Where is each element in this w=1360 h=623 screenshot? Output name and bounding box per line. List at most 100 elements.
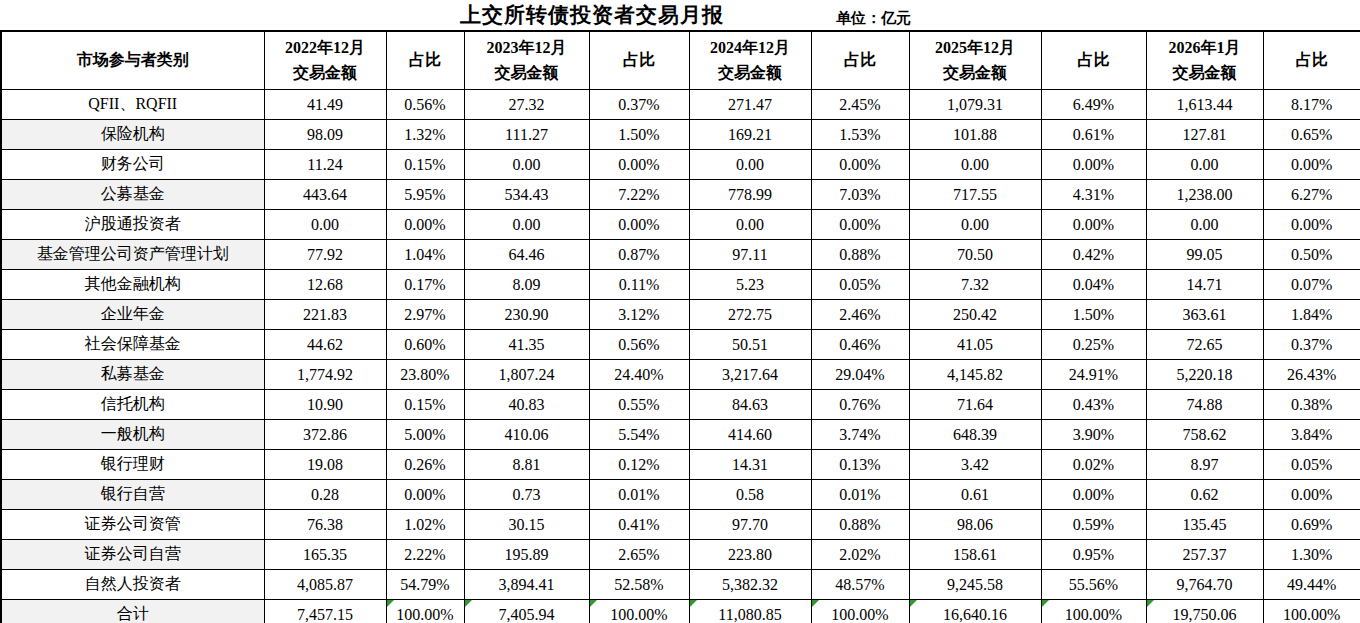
row-label: 公募基金: [1, 180, 264, 210]
table-row: 财务公司11.240.15%0.000.00%0.000.00%0.000.00…: [1, 150, 1360, 180]
ratio-cell: 8.17%: [1263, 90, 1360, 120]
report-title: 上交所转债投资者交易月报: [0, 1, 1184, 29]
amount-cell: 363.61: [1146, 300, 1263, 330]
amount-cell: 0.00: [689, 210, 811, 240]
ratio-cell: 1.30%: [1263, 540, 1360, 570]
amount-cell: 443.64: [264, 180, 386, 210]
amount-cell: 0.28: [264, 480, 386, 510]
ratio-cell: 5.95%: [386, 180, 464, 210]
amount-cell: 98.06: [909, 510, 1041, 540]
amount-cell: 230.90: [464, 300, 589, 330]
row-label: 证券公司自营: [1, 540, 264, 570]
ratio-cell: 0.26%: [386, 450, 464, 480]
amount-cell: 101.88: [909, 120, 1041, 150]
ratio-cell: 0.43%: [1041, 390, 1146, 420]
ratio-cell: 3.90%: [1041, 420, 1146, 450]
amount-cell: 14.71: [1146, 270, 1263, 300]
amount-cell: 4,145.82: [909, 360, 1041, 390]
amount-cell: 648.39: [909, 420, 1041, 450]
ratio-cell: 100.00%: [1041, 600, 1146, 623]
ratio-cell: 0.50%: [1263, 240, 1360, 270]
amount-cell: 1,613.44: [1146, 90, 1263, 120]
ratio-cell: 6.27%: [1263, 180, 1360, 210]
excel-corner-flag-icon: [690, 600, 697, 607]
ratio-cell: 0.25%: [1041, 330, 1146, 360]
amount-cell: 98.09: [264, 120, 386, 150]
ratio-cell: 100.00%: [811, 600, 909, 623]
row-label: 一般机构: [1, 420, 264, 450]
row-label: 企业年金: [1, 300, 264, 330]
amount-cell: 27.32: [464, 90, 589, 120]
amount-cell: 16,640.16: [909, 600, 1041, 623]
excel-corner-flag-icon: [812, 600, 819, 607]
ratio-cell: 0.88%: [811, 510, 909, 540]
ratio-cell: 0.37%: [1263, 330, 1360, 360]
header-amount-4: 2026年1月交易金额: [1146, 31, 1263, 90]
ratio-cell: 1.84%: [1263, 300, 1360, 330]
ratio-cell: 0.41%: [589, 510, 689, 540]
ratio-cell: 0.59%: [1041, 510, 1146, 540]
amount-cell: 195.89: [464, 540, 589, 570]
amount-cell: 158.61: [909, 540, 1041, 570]
table-row: 银行理财19.080.26%8.810.12%14.310.13%3.420.0…: [1, 450, 1360, 480]
ratio-cell: 3.74%: [811, 420, 909, 450]
row-label: 自然人投资者: [1, 570, 264, 600]
amount-cell: 127.81: [1146, 120, 1263, 150]
ratio-cell: 0.15%: [386, 150, 464, 180]
amount-cell: 10.90: [264, 390, 386, 420]
table-row: 合计7,457.15100.00%7,405.94100.00%11,080.8…: [1, 600, 1360, 623]
amount-cell: 717.55: [909, 180, 1041, 210]
ratio-cell: 6.49%: [1041, 90, 1146, 120]
amount-cell: 50.51: [689, 330, 811, 360]
header-ratio-3: 占比: [1041, 31, 1146, 90]
ratio-cell: 5.00%: [386, 420, 464, 450]
ratio-cell: 0.69%: [1263, 510, 1360, 540]
table-row: 保险机构98.091.32%111.271.50%169.211.53%101.…: [1, 120, 1360, 150]
table-row: 证券公司资管76.381.02%30.150.41%97.700.88%98.0…: [1, 510, 1360, 540]
amount-cell: 8.09: [464, 270, 589, 300]
amount-cell: 11,080.85: [689, 600, 811, 623]
ratio-cell: 100.00%: [1263, 600, 1360, 623]
table-row: 社会保障基金44.620.60%41.350.56%50.510.46%41.0…: [1, 330, 1360, 360]
amount-cell: 14.31: [689, 450, 811, 480]
amount-cell: 0.58: [689, 480, 811, 510]
ratio-cell: 24.91%: [1041, 360, 1146, 390]
ratio-cell: 0.56%: [386, 90, 464, 120]
ratio-cell: 0.11%: [589, 270, 689, 300]
amount-cell: 44.62: [264, 330, 386, 360]
ratio-cell: 0.04%: [1041, 270, 1146, 300]
ratio-cell: 0.38%: [1263, 390, 1360, 420]
amount-cell: 7.32: [909, 270, 1041, 300]
ratio-cell: 1.53%: [811, 120, 909, 150]
table-row: 信托机构10.900.15%40.830.55%84.630.76%71.640…: [1, 390, 1360, 420]
row-label: QFII、RQFII: [1, 90, 264, 120]
row-label: 银行理财: [1, 450, 264, 480]
amount-cell: 1,774.92: [264, 360, 386, 390]
amount-cell: 70.50: [909, 240, 1041, 270]
amount-cell: 71.64: [909, 390, 1041, 420]
amount-cell: 84.63: [689, 390, 811, 420]
ratio-cell: 0.05%: [811, 270, 909, 300]
ratio-cell: 100.00%: [589, 600, 689, 623]
amount-cell: 41.49: [264, 90, 386, 120]
ratio-cell: 4.31%: [1041, 180, 1146, 210]
ratio-cell: 5.54%: [589, 420, 689, 450]
header-ratio-0: 占比: [386, 31, 464, 90]
ratio-cell: 7.03%: [811, 180, 909, 210]
ratio-cell: 0.88%: [811, 240, 909, 270]
ratio-cell: 0.00%: [386, 210, 464, 240]
amount-cell: 414.60: [689, 420, 811, 450]
amount-cell: 221.83: [264, 300, 386, 330]
row-label: 信托机构: [1, 390, 264, 420]
table-row: 银行自营0.280.00%0.730.01%0.580.01%0.610.00%…: [1, 480, 1360, 510]
table-row: 公募基金443.645.95%534.437.22%778.997.03%717…: [1, 180, 1360, 210]
ratio-cell: 0.07%: [1263, 270, 1360, 300]
ratio-cell: 100.00%: [386, 600, 464, 623]
amount-cell: 758.62: [1146, 420, 1263, 450]
ratio-cell: 0.46%: [811, 330, 909, 360]
ratio-cell: 0.15%: [386, 390, 464, 420]
ratio-cell: 3.12%: [589, 300, 689, 330]
amount-cell: 30.15: [464, 510, 589, 540]
ratio-cell: 0.02%: [1041, 450, 1146, 480]
amount-cell: 74.88: [1146, 390, 1263, 420]
